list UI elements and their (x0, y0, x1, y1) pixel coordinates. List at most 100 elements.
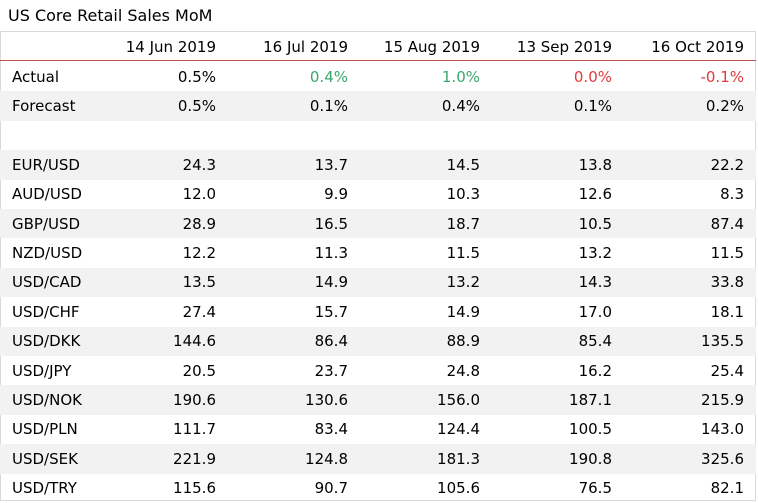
table-cell: 25.4 (710, 361, 744, 380)
column-header: 14 Jun 2019 (125, 37, 216, 56)
table-cell: 111.7 (173, 420, 216, 439)
table-cell: 14.9 (314, 273, 348, 292)
table-cell: 14.9 (446, 302, 480, 321)
table-cell: 18.7 (446, 214, 480, 233)
table-cell: 221.9 (173, 449, 216, 468)
table-cell: 0.1% (309, 97, 348, 116)
table-cell: 16.2 (578, 361, 612, 380)
column-header: 16 Oct 2019 (651, 37, 744, 56)
table-cell: 11.5 (446, 244, 480, 263)
table-cell: 124.8 (305, 449, 348, 468)
table-cell: 190.8 (569, 449, 612, 468)
spacer-row (0, 121, 756, 150)
table-cell: 13.2 (446, 273, 480, 292)
table-cell: 130.6 (305, 391, 348, 410)
row-label: USD/CHF (12, 302, 80, 321)
table-cell: 22.2 (710, 155, 744, 174)
table-cell: 325.6 (701, 449, 744, 468)
table-cell: 0.4% (309, 67, 348, 86)
table-cell: 11.3 (314, 244, 348, 263)
pair-row: USD/NOK 190.6 130.6 156.0 187.1 215.9 (0, 385, 756, 415)
table-cell: 0.2% (705, 97, 744, 116)
row-label: GBP/USD (12, 214, 81, 233)
table-cell: 14.3 (578, 273, 612, 292)
table-cell: 187.1 (569, 391, 612, 410)
row-label: AUD/USD (12, 185, 82, 204)
table-cell: 1.0% (441, 67, 480, 86)
table-cell: 24.8 (446, 361, 480, 380)
table-cell: 20.5 (182, 361, 216, 380)
table-cell: 100.5 (569, 420, 612, 439)
table-cell: 156.0 (437, 391, 480, 410)
table-cell: 82.1 (710, 479, 744, 498)
header-rule (0, 60, 756, 61)
column-header: 16 Jul 2019 (263, 37, 348, 56)
table-cell: 9.9 (324, 185, 348, 204)
table-cell: 87.4 (710, 214, 744, 233)
table-cell: 0.0% (573, 67, 612, 86)
table-cell: 215.9 (701, 391, 744, 410)
table-title: US Core Retail Sales MoM (8, 6, 213, 25)
table-cell: 24.3 (182, 155, 216, 174)
table-cell: 27.4 (182, 302, 216, 321)
pair-row: USD/PLN 111.7 83.4 124.4 100.5 143.0 (0, 415, 756, 444)
row-label: USD/TRY (12, 479, 77, 498)
table-cell: 10.5 (578, 214, 612, 233)
table-cell: 76.5 (578, 479, 612, 498)
table-cell: 13.2 (578, 244, 612, 263)
column-header: 13 Sep 2019 (516, 37, 612, 56)
pair-row: USD/DKK 144.6 86.4 88.9 85.4 135.5 (0, 326, 756, 356)
table-cell: 143.0 (701, 420, 744, 439)
header-row: 14 Jun 2019 16 Jul 2019 15 Aug 2019 13 S… (0, 32, 756, 61)
pair-row: USD/CHF 27.4 15.7 14.9 17.0 18.1 (0, 297, 756, 326)
table-cell: 14.5 (446, 155, 480, 174)
row-label: EUR/USD (12, 155, 80, 174)
release-row: Forecast 0.5% 0.1% 0.4% 0.1% 0.2% (0, 91, 756, 121)
row-label: USD/PLN (12, 420, 78, 439)
row-label: USD/JPY (12, 361, 72, 380)
table-cell: 10.3 (446, 185, 480, 204)
table-cell: 12.6 (578, 185, 612, 204)
table-cell: 90.7 (314, 479, 348, 498)
row-label: Forecast (12, 97, 76, 116)
pair-row: USD/CAD 13.5 14.9 13.2 14.3 33.8 (0, 267, 756, 298)
table-cell: 115.6 (173, 479, 216, 498)
table-cell: 0.4% (441, 97, 480, 116)
table-cell: 18.1 (710, 302, 744, 321)
row-label: USD/SEK (12, 449, 78, 468)
release-row: Actual 0.5% 0.4% 1.0% 0.0% -0.1% (0, 62, 756, 91)
table-cell: 83.4 (314, 420, 348, 439)
table-cell: 0.5% (177, 67, 216, 86)
table-top-border (0, 31, 756, 32)
table-cell: 13.5 (182, 273, 216, 292)
table-frame (0, 31, 756, 501)
table-cell: 181.3 (437, 449, 480, 468)
table-cell: 15.7 (314, 302, 348, 321)
table-cell: 28.9 (182, 214, 216, 233)
table-cell: 11.5 (710, 244, 744, 263)
pair-row: NZD/USD 12.2 11.3 11.5 13.2 11.5 (0, 238, 756, 267)
table-cell: 16.5 (314, 214, 348, 233)
table-cell: 0.1% (573, 97, 612, 116)
table-cell: 190.6 (173, 391, 216, 410)
row-label: USD/CAD (12, 273, 82, 292)
table-cell: 13.8 (578, 155, 612, 174)
table-cell: 12.0 (182, 185, 216, 204)
row-label: USD/DKK (12, 332, 81, 351)
pair-row: USD/JPY 20.5 23.7 24.8 16.2 25.4 (0, 356, 756, 385)
pair-row: GBP/USD 28.9 16.5 18.7 10.5 87.4 (0, 209, 756, 239)
pair-row: USD/SEK 221.9 124.8 181.3 190.8 325.6 (0, 444, 756, 474)
table-cell: -0.1% (700, 67, 744, 86)
row-label: NZD/USD (12, 244, 83, 263)
table-cell: 17.0 (578, 302, 612, 321)
pair-row: USD/TRY 115.6 90.7 105.6 76.5 82.1 (0, 474, 756, 503)
row-label: USD/NOK (12, 391, 82, 410)
table-cell: 85.4 (578, 332, 612, 351)
row-label: Actual (12, 67, 59, 86)
table-cell: 124.4 (437, 420, 480, 439)
table-cell: 23.7 (314, 361, 348, 380)
table-cell: 12.2 (182, 244, 216, 263)
table-cell: 8.3 (720, 185, 744, 204)
table-cell: 135.5 (701, 332, 744, 351)
table-cell: 33.8 (710, 273, 744, 292)
